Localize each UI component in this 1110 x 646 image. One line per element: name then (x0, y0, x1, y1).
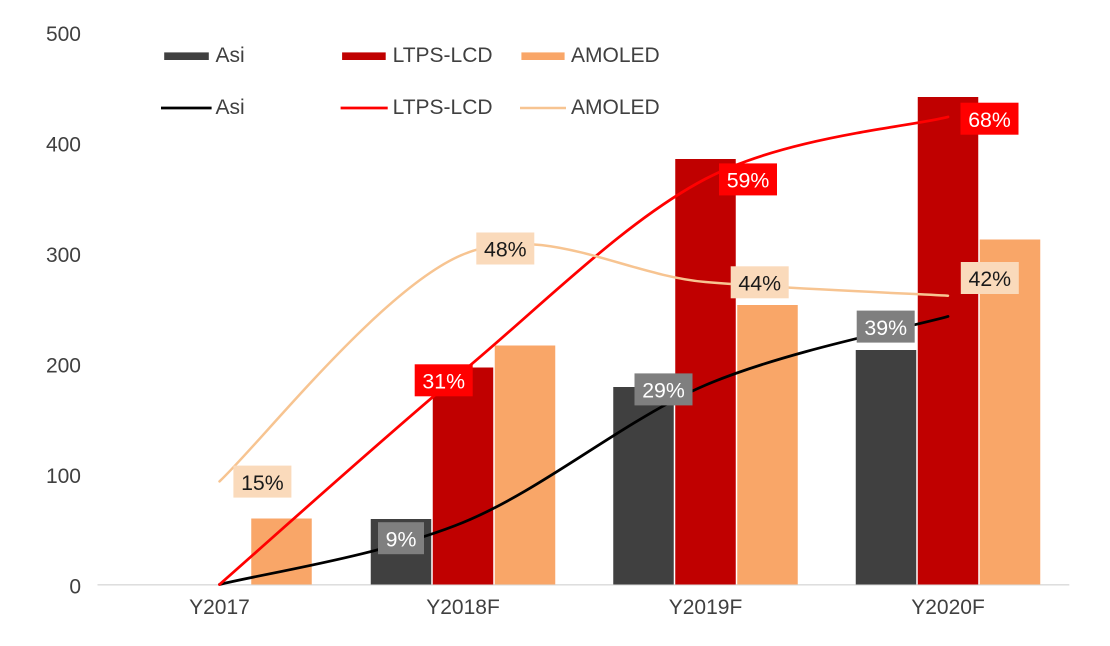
svg-text:31%: 31% (422, 370, 465, 394)
svg-text:Y2020F: Y2020F (911, 596, 985, 619)
svg-text:29%: 29% (642, 379, 685, 403)
svg-text:59%: 59% (727, 169, 770, 193)
svg-text:200: 200 (46, 355, 81, 378)
svg-text:39%: 39% (864, 316, 907, 340)
svg-text:AMOLED: AMOLED (571, 44, 660, 67)
svg-text:LTPS-LCD: LTPS-LCD (393, 44, 493, 67)
svg-text:300: 300 (46, 244, 81, 267)
svg-text:Y2018F: Y2018F (426, 596, 500, 619)
svg-text:500: 500 (46, 23, 81, 46)
svg-text:LTPS-LCD: LTPS-LCD (393, 96, 493, 119)
svg-text:100: 100 (46, 465, 81, 488)
svg-text:Y2017: Y2017 (189, 596, 250, 619)
svg-text:400: 400 (46, 134, 81, 157)
svg-text:48%: 48% (484, 238, 527, 262)
svg-text:AMOLED: AMOLED (571, 96, 660, 119)
svg-text:42%: 42% (968, 267, 1011, 291)
svg-text:9%: 9% (386, 527, 417, 551)
svg-text:68%: 68% (968, 108, 1011, 132)
svg-text:0: 0 (69, 576, 81, 599)
svg-text:Asi: Asi (216, 44, 245, 67)
svg-text:Asi: Asi (216, 96, 245, 119)
svg-text:Y2019F: Y2019F (669, 596, 743, 619)
svg-text:15%: 15% (241, 471, 284, 495)
svg-text:44%: 44% (738, 272, 781, 296)
